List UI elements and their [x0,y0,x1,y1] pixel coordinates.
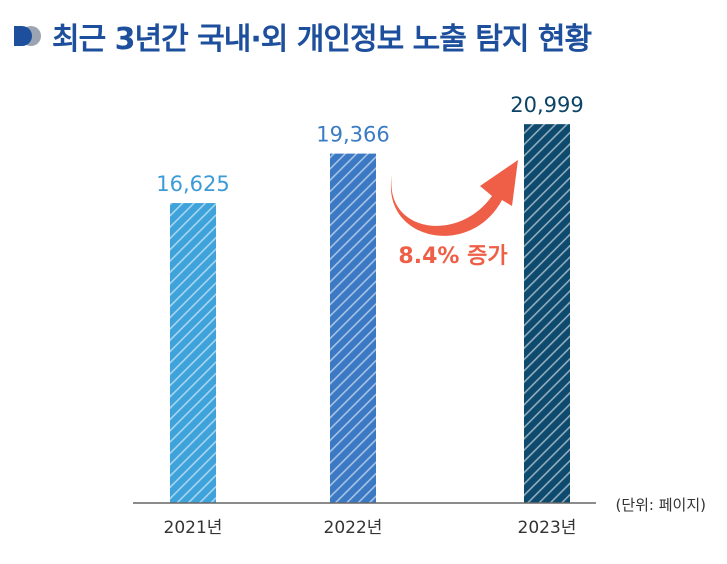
unit-label: (단위: 페이지) [615,496,706,514]
chart-title: 최근 3년간 국내·외 개인정보 노출 탐지 현황 [52,22,592,57]
bar-2021년 [170,203,216,503]
bar-2022년 [330,153,376,503]
title-bullet-icon [14,26,41,46]
increase-arrow-group [390,160,518,236]
value-label-2022년: 19,366 [316,123,389,147]
x-tick-label-2023년: 2023년 [518,518,577,538]
chart-title-bar: 최근 3년간 국내·외 개인정보 노출 탐지 현황 [12,14,592,58]
increase-arrow-icon [390,160,518,236]
bar-2023년 [524,124,570,504]
x-tick-label-2022년: 2022년 [324,518,383,538]
value-label-2023년: 20,999 [510,93,583,117]
increase-label: 8.4% 증가 [398,244,507,269]
x-tick-label-2021년: 2021년 [164,518,223,538]
labels-group: 16,625 2021년 19,366 2022년 20,999 2023년 [156,93,583,538]
bars-group [170,124,570,504]
value-label-2021년: 16,625 [156,172,229,196]
